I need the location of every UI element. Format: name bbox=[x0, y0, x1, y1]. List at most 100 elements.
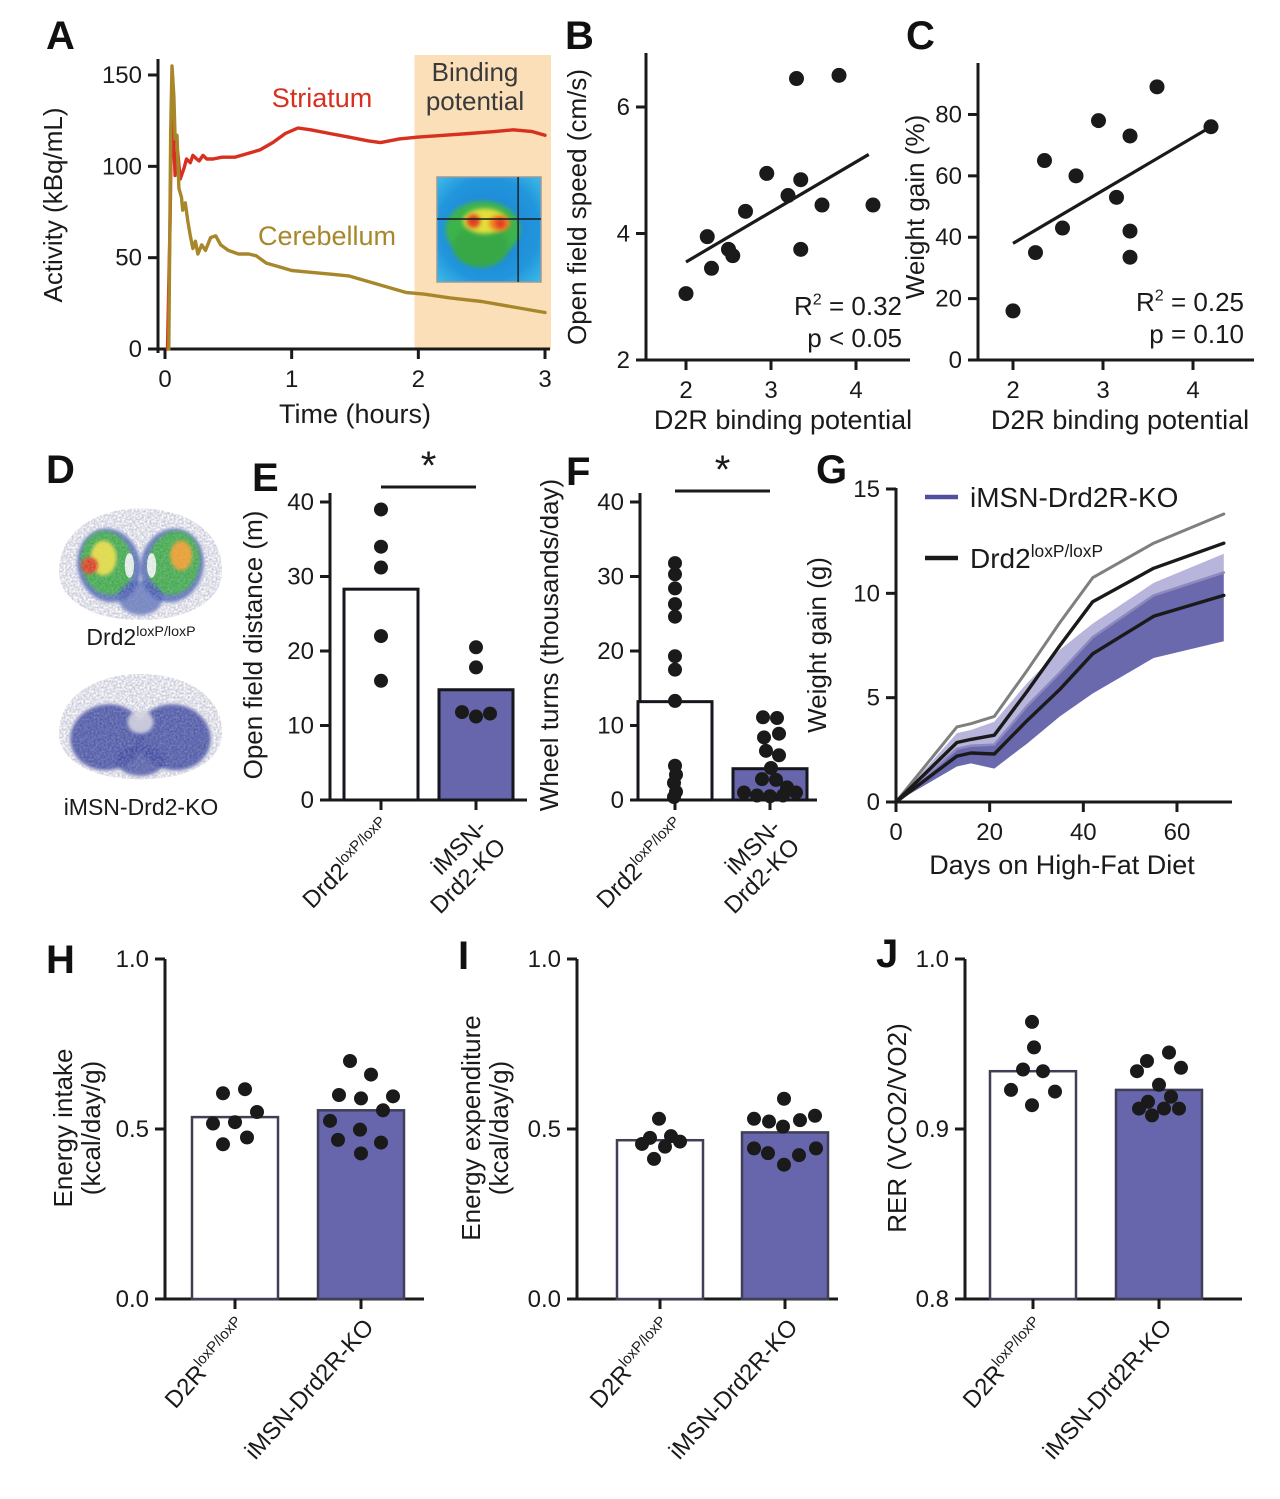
data-point bbox=[777, 1157, 791, 1172]
y-tick-label: 6 bbox=[617, 94, 630, 121]
data-point bbox=[1028, 245, 1043, 261]
bar-ko bbox=[316, 1109, 406, 1301]
x-axis-title: Days on High-Fat Diet bbox=[929, 850, 1195, 880]
data-point bbox=[1036, 1064, 1050, 1079]
data-point bbox=[1109, 189, 1124, 205]
y-axis-title: (kcal/day/g) bbox=[76, 1061, 106, 1195]
x-tick-label: 4 bbox=[1186, 377, 1199, 404]
control-upper-line bbox=[894, 512, 1226, 804]
y-tick-label: 0.8 bbox=[916, 1286, 949, 1313]
y-axis-title: RER (VCO2/VO2) bbox=[882, 1023, 912, 1233]
panel-a: 0 50 100 150 0 1 2 3 Activity (kBq/mL) Time (hour… bbox=[38, 15, 562, 439]
data-point bbox=[793, 172, 809, 188]
y-tick-label: 40 bbox=[597, 489, 624, 516]
data-point bbox=[374, 502, 388, 517]
data-point bbox=[1152, 1077, 1166, 1092]
stats-text: R2 = 0.32 bbox=[794, 291, 902, 321]
stats-text: R2 = 0.25 bbox=[1136, 287, 1244, 317]
data-point bbox=[483, 706, 497, 721]
data-point bbox=[374, 673, 388, 688]
pet-hotspot-right-core bbox=[495, 218, 506, 229]
data-point bbox=[455, 705, 469, 720]
data-point bbox=[756, 710, 770, 725]
y-tick-label: 1.0 bbox=[528, 946, 561, 973]
binding-potential-label: potential bbox=[426, 86, 524, 116]
x-group-label-line: D2RloxP/loxP bbox=[159, 1313, 253, 1413]
ko-band-top-edge bbox=[894, 571, 1226, 804]
data-point bbox=[374, 629, 388, 644]
data-point bbox=[831, 67, 847, 83]
panel-i-letter: I bbox=[458, 934, 470, 978]
data-point bbox=[1145, 1108, 1159, 1123]
x-group-label-line: D2RloxP/loxP bbox=[584, 1313, 678, 1413]
data-point bbox=[777, 1091, 791, 1106]
significance-star: * bbox=[421, 445, 437, 488]
ko-band-light bbox=[896, 553, 1224, 802]
panel-d: Drd2loxP/loxP iMSN-Drd2-KO bbox=[36, 445, 264, 849]
fit-line bbox=[1012, 125, 1212, 245]
significance-star: * bbox=[715, 448, 731, 492]
x-axis-title: D2R binding potential bbox=[991, 405, 1249, 435]
data-point bbox=[808, 1108, 822, 1123]
data-point bbox=[364, 1067, 378, 1082]
pet-hotspot-left bbox=[466, 214, 481, 228]
y-tick-label: 0.5 bbox=[116, 1116, 149, 1143]
data-point bbox=[865, 197, 881, 213]
x-group-label: iMSN-Drd2R-KO bbox=[664, 1314, 804, 1465]
data-point bbox=[238, 1082, 252, 1097]
data-point bbox=[332, 1088, 346, 1102]
y-axis-title: Weight gain (%) bbox=[900, 115, 930, 300]
panel-j: 0.8 0.9 1.0 D2RloxP/loxP iMSN-Drd2R-KO RER (V… bbox=[870, 928, 1280, 1499]
y-tick-label: 0 bbox=[611, 787, 624, 814]
data-point bbox=[780, 188, 796, 204]
data-point bbox=[1025, 1014, 1039, 1029]
x-tick-label: 2 bbox=[1006, 377, 1019, 404]
data-point bbox=[1004, 1082, 1018, 1097]
series-cerebellum bbox=[167, 64, 547, 351]
ko-mean-line bbox=[894, 593, 1226, 804]
y-tick-label: 0.9 bbox=[916, 1116, 949, 1143]
panel-h: 0.0 0.5 1.0 D2RloxP/loxP iMSN-Drd2R-KO Energy… bbox=[38, 928, 460, 1499]
data-point bbox=[652, 1111, 666, 1126]
data-point bbox=[814, 197, 830, 213]
y-tick-label: 1.0 bbox=[116, 946, 149, 973]
data-point bbox=[668, 556, 682, 571]
x-tick-label: 0 bbox=[889, 819, 902, 846]
data-point bbox=[764, 760, 778, 775]
data-point bbox=[331, 1132, 345, 1147]
data-point bbox=[793, 241, 809, 257]
data-point bbox=[374, 560, 388, 575]
x-group-label: iMSN-Drd2-KO bbox=[719, 814, 805, 919]
y-axis-title: Activity (kBq/mL) bbox=[38, 107, 68, 302]
brain-grain-overlay bbox=[59, 508, 222, 621]
data-point bbox=[704, 260, 719, 276]
x-axis-title: D2R binding potential bbox=[654, 405, 912, 435]
y-axis-title: (kcal/day/g) bbox=[484, 1061, 514, 1195]
y-tick-label: 10 bbox=[853, 580, 880, 607]
data-point bbox=[769, 772, 783, 787]
data-point bbox=[354, 1091, 368, 1106]
data-point bbox=[1174, 1060, 1188, 1075]
data-point bbox=[738, 203, 753, 219]
data-point bbox=[809, 1141, 823, 1156]
data-point bbox=[789, 785, 803, 800]
y-tick-label: 0 bbox=[867, 789, 880, 816]
data-point bbox=[759, 165, 775, 181]
y-tick-label: 20 bbox=[935, 286, 962, 313]
x-tick-label: 3 bbox=[764, 377, 777, 404]
x-group-label: D2RloxP/loxP bbox=[159, 1313, 253, 1413]
panel-c: 0 20 40 60 80 2 3 4 R2 = 0.25 p = 0.10 Weight gain… bbox=[898, 15, 1280, 439]
x-group-label: iMSN-Drd2-KO bbox=[425, 814, 511, 919]
data-point bbox=[757, 730, 771, 745]
data-point bbox=[737, 785, 751, 800]
data-point bbox=[776, 788, 790, 803]
data-point bbox=[386, 1089, 400, 1104]
x-group-label-line: Drd2loxP/loxP bbox=[591, 814, 691, 914]
series-label-striatum: Striatum bbox=[272, 83, 373, 113]
y-tick-label: 30 bbox=[597, 564, 624, 591]
y-tick-label: 60 bbox=[935, 163, 962, 190]
data-point bbox=[1068, 168, 1084, 184]
